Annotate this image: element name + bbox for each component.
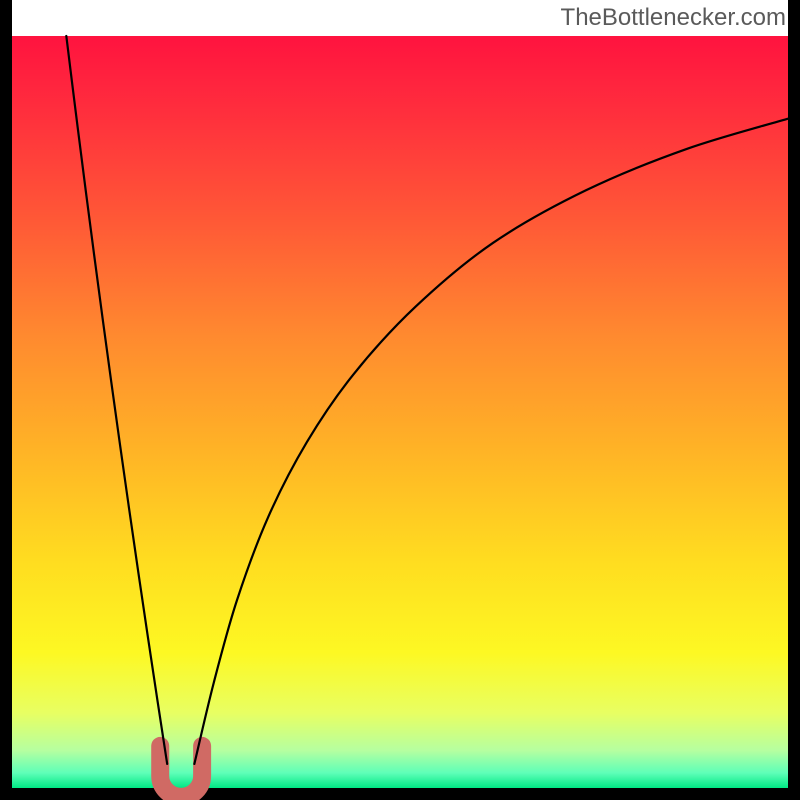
- curve-right-branch: [194, 119, 788, 764]
- curve-left-branch: [66, 36, 167, 764]
- chart-stage: TheBottlenecker.com: [0, 0, 800, 800]
- chart-overlay: [0, 0, 800, 800]
